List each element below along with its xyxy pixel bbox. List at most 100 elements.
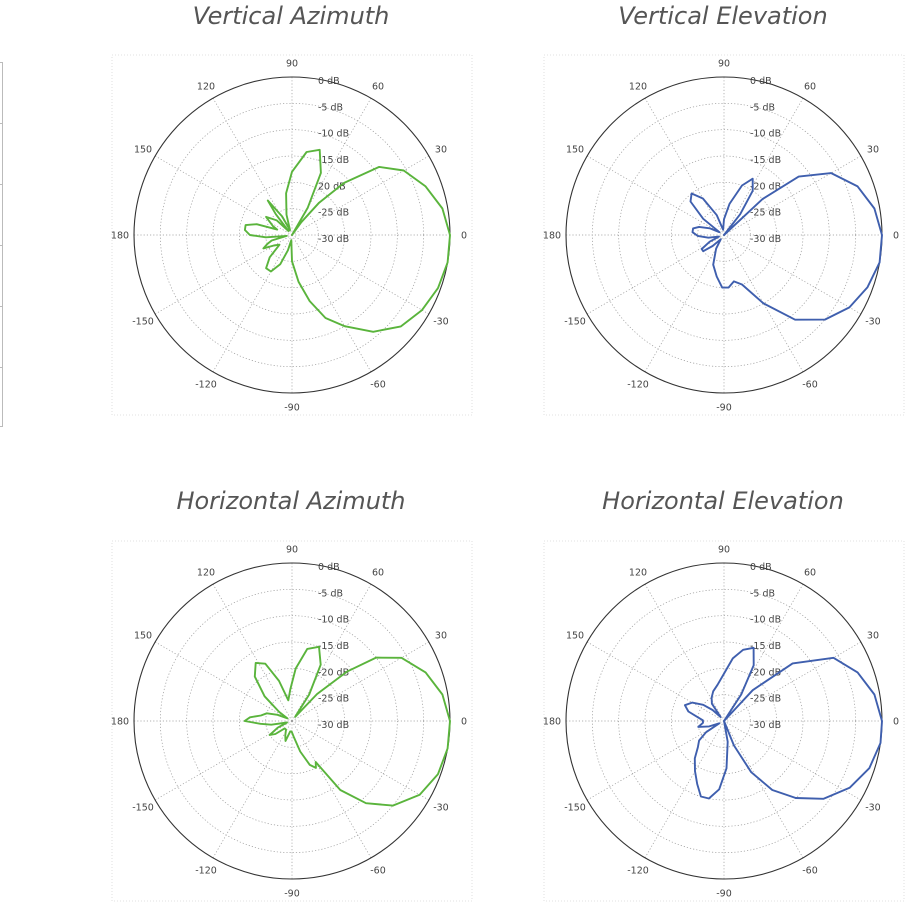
radial-tick-label: -15 dB — [318, 641, 349, 652]
grid-spoke — [291, 720, 372, 859]
grid-spoke — [154, 720, 293, 801]
chart-title-vertical-azimuth: Vertical Azimuth — [192, 2, 390, 30]
angle-tick-label: 150 — [134, 145, 152, 156]
radial-tick-label: -15 dB — [318, 155, 349, 166]
grid-spoke — [291, 234, 430, 315]
radial-tick-label: -10 dB — [318, 615, 349, 626]
angle-tick-label: 60 — [804, 568, 816, 579]
grid-ring — [212, 155, 372, 315]
radial-tick-label: -30 dB — [750, 720, 781, 731]
grid-frame — [111, 540, 473, 902]
radial-tick-label: -25 dB — [318, 208, 349, 219]
radial-tick-label: -10 dB — [318, 129, 349, 140]
grid-spoke — [723, 720, 862, 801]
grid-ring — [670, 181, 778, 289]
angle-tick-label: -90 — [284, 403, 300, 414]
radiation-pattern-line — [689, 172, 883, 321]
grid-spoke — [644, 720, 725, 859]
angle-tick-label: 180 — [543, 717, 561, 728]
grid-ring — [186, 129, 398, 341]
angle-tick-label: -150 — [132, 317, 154, 328]
chart-title-horizontal-azimuth: Horizontal Azimuth — [176, 487, 406, 515]
angle-tick-label: -150 — [132, 803, 154, 814]
grid-spoke — [291, 234, 372, 373]
angle-tick-label: -90 — [716, 403, 732, 414]
angle-tick-label: 90 — [286, 545, 298, 556]
radiation-pattern-line — [243, 645, 451, 807]
radial-tick-label: -25 dB — [750, 208, 781, 219]
radial-tick-label: -30 dB — [318, 234, 349, 245]
angle-tick-label: 150 — [566, 631, 584, 642]
radial-tick-label: -5 dB — [750, 588, 775, 599]
angle-tick-label: 90 — [718, 59, 730, 70]
angle-tick-label: -90 — [284, 889, 300, 900]
radiation-pattern-line — [683, 646, 883, 800]
angle-tick-label: 180 — [111, 231, 129, 242]
angle-tick-label: -30 — [433, 803, 449, 814]
angle-tick-label: 120 — [197, 568, 215, 579]
angle-tick-label: 30 — [435, 145, 447, 156]
angle-tick-label: -60 — [370, 865, 386, 876]
clipped-edge-axis — [0, 62, 3, 427]
radial-tick-label: 0 dB — [318, 562, 340, 573]
grid-spoke — [154, 641, 293, 722]
radial-tick-label: -30 dB — [318, 720, 349, 731]
grid-ring — [212, 641, 372, 801]
chart-title-vertical-elevation: Vertical Elevation — [618, 2, 828, 30]
radial-tick-label: -5 dB — [318, 102, 343, 113]
angle-tick-label: 150 — [134, 631, 152, 642]
grid-spoke — [586, 234, 725, 315]
radial-tick-label: -15 dB — [750, 155, 781, 166]
radial-tick-label: 0 dB — [750, 562, 772, 573]
angle-tick-label: -30 — [433, 317, 449, 328]
grid-ring — [238, 181, 346, 289]
radial-tick-label: -20 dB — [318, 667, 349, 678]
grid-spoke — [723, 234, 862, 315]
angle-tick-label: -60 — [370, 379, 386, 390]
grid-spoke — [586, 641, 725, 722]
angle-tick-label: 60 — [804, 82, 816, 93]
radiation-pattern-line — [243, 148, 451, 333]
angle-tick-label: 180 — [543, 231, 561, 242]
grid-spoke — [291, 720, 430, 801]
angle-tick-label: 60 — [372, 82, 384, 93]
angle-tick-label: 90 — [718, 545, 730, 556]
angle-tick-label: -30 — [865, 803, 881, 814]
angle-tick-label: 0 — [461, 231, 467, 242]
angle-tick-label: 30 — [867, 631, 879, 642]
grid-spoke — [723, 155, 862, 236]
grid-spoke — [212, 720, 293, 859]
angle-tick-label: 0 — [461, 717, 467, 728]
angle-tick-label: -150 — [564, 803, 586, 814]
angle-tick-label: 60 — [372, 568, 384, 579]
grid-frame — [111, 54, 473, 416]
angle-tick-label: 30 — [435, 631, 447, 642]
radial-tick-label: -30 dB — [750, 234, 781, 245]
angle-tick-label: -120 — [195, 865, 217, 876]
radial-tick-label: -20 dB — [750, 181, 781, 192]
radial-tick-label: -5 dB — [750, 102, 775, 113]
angle-tick-label: 120 — [197, 82, 215, 93]
angle-tick-label: 150 — [566, 145, 584, 156]
radial-tick-label: -15 dB — [750, 641, 781, 652]
grid-spoke — [723, 97, 804, 236]
grid-ring — [670, 667, 778, 775]
grid-spoke — [291, 583, 372, 722]
grid-frame — [543, 540, 905, 902]
angle-tick-label: 120 — [629, 568, 647, 579]
angle-tick-label: 90 — [286, 59, 298, 70]
grid-spoke — [212, 583, 293, 722]
radial-tick-label: -25 dB — [750, 694, 781, 705]
radial-tick-label: -25 dB — [318, 694, 349, 705]
angle-tick-label: -90 — [716, 889, 732, 900]
radial-tick-label: -10 dB — [750, 615, 781, 626]
radial-tick-label: -5 dB — [318, 588, 343, 599]
angle-tick-label: -60 — [802, 865, 818, 876]
grid-ring — [644, 641, 804, 801]
grid-spoke — [291, 641, 430, 722]
grid-spoke — [291, 155, 430, 236]
grid-spoke — [723, 234, 804, 373]
grid-ring — [186, 615, 398, 827]
grid-ring — [644, 155, 804, 315]
